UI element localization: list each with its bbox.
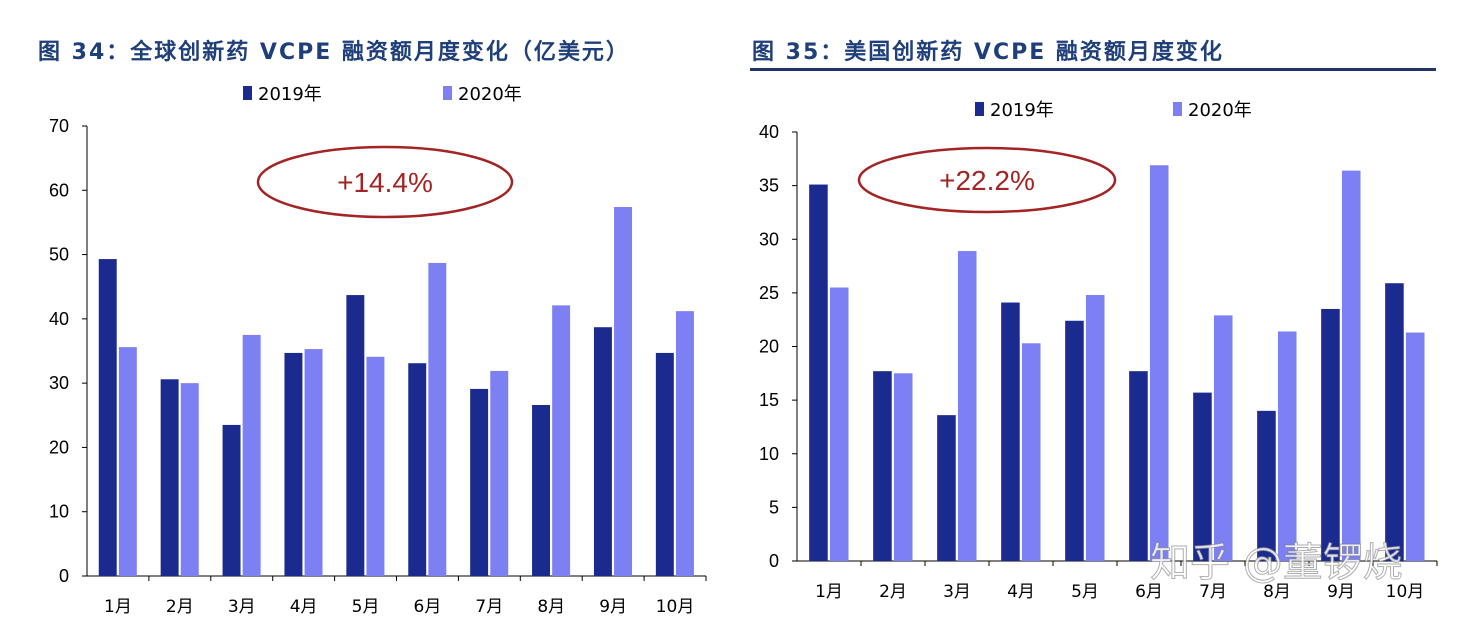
growth-annotation-ellipse	[256, 145, 514, 219]
bar-2020年-10月	[675, 311, 694, 576]
bar-2020年-3月	[957, 251, 977, 562]
bar-2019年-8月	[1257, 410, 1276, 561]
growth-annotation-text: +22.2%	[939, 165, 1035, 196]
y-tick-label: 35	[759, 176, 779, 196]
bar-2019年-3月	[222, 424, 241, 576]
bar-2019年-2月	[160, 379, 179, 576]
bar-2020年-5月	[1085, 295, 1105, 561]
chart-title-us: 图 35：美国创新药 VCPE 融资额月度变化	[752, 40, 1224, 65]
bar-2019年-4月	[284, 352, 303, 576]
x-tick-label: 10月	[656, 597, 695, 617]
bar-2020年-6月	[428, 262, 447, 576]
bar-2020年-7月	[490, 370, 509, 576]
bar-2019年-1月	[809, 184, 828, 562]
y-tick-label: 10	[759, 444, 779, 464]
legend-label: 2019年	[990, 100, 1054, 121]
y-tick-label: 5	[769, 497, 779, 517]
bar-2019年-9月	[1321, 308, 1340, 561]
y-tick-label: 30	[759, 229, 779, 249]
x-tick-label: 2月	[166, 597, 194, 617]
x-tick-label: 1月	[104, 597, 132, 617]
bar-2019年-5月	[1065, 320, 1084, 561]
bar-2020年-2月	[180, 383, 199, 576]
bar-2019年-3月	[937, 415, 956, 561]
legend-swatch	[1173, 102, 1182, 116]
legend-swatch	[243, 86, 252, 100]
bar-2020年-1月	[829, 287, 849, 561]
x-tick-label: 8月	[1263, 582, 1291, 602]
bar-2019年-1月	[98, 259, 117, 576]
x-tick-label: 9月	[1327, 582, 1355, 602]
bar-2020年-2月	[893, 373, 913, 561]
y-tick-label: 50	[49, 245, 69, 265]
chart-title-global: 图 34：全球创新药 VCPE 融资额月度变化（亿美元）	[38, 40, 630, 65]
bar-2019年-6月	[408, 363, 427, 576]
y-tick-label: 20	[49, 437, 69, 457]
legend-label: 2019年	[258, 84, 322, 105]
x-tick-label: 6月	[1135, 582, 1163, 602]
y-tick-label: 0	[769, 551, 779, 571]
bar-2020年-1月	[118, 347, 137, 576]
bar-2020年-8月	[1277, 331, 1297, 561]
bar-2019年-7月	[470, 388, 489, 576]
x-tick-label: 6月	[414, 597, 442, 617]
growth-annotation-ellipse	[857, 146, 1117, 214]
bar-2019年-10月	[655, 352, 674, 576]
growth-annotation-text: +14.4%	[337, 167, 433, 198]
y-tick-label: 40	[759, 122, 779, 142]
x-tick-label: 1月	[815, 582, 843, 602]
title-divider	[750, 68, 1436, 71]
y-tick-label: 40	[49, 309, 69, 329]
legend-label: 2020年	[1188, 100, 1252, 121]
x-tick-label: 3月	[228, 597, 256, 617]
x-tick-label: 8月	[537, 597, 565, 617]
x-tick-label: 5月	[1071, 582, 1099, 602]
y-tick-label: 60	[49, 180, 69, 200]
bar-2019年-10月	[1385, 283, 1404, 561]
bar-2020年-9月	[614, 207, 633, 576]
bar-2019年-5月	[346, 295, 365, 576]
bar-2019年-9月	[593, 327, 612, 576]
bar-2020年-3月	[242, 334, 261, 576]
x-tick-label: 10月	[1386, 582, 1425, 602]
x-tick-label: 4月	[1007, 582, 1035, 602]
x-tick-label: 3月	[943, 582, 971, 602]
y-tick-label: 25	[759, 283, 779, 303]
bar-2020年-7月	[1213, 315, 1233, 561]
bar-2019年-6月	[1129, 371, 1148, 561]
bar-2019年-4月	[1001, 302, 1020, 561]
x-tick-label: 4月	[290, 597, 318, 617]
bar-2019年-7月	[1193, 392, 1212, 561]
bar-2020年-4月	[1021, 343, 1041, 561]
bar-2020年-4月	[304, 349, 323, 576]
bar-2019年-8月	[532, 405, 551, 576]
y-tick-label: 15	[759, 390, 779, 410]
x-tick-label: 5月	[352, 597, 380, 617]
x-tick-label: 2月	[879, 582, 907, 602]
bar-2020年-5月	[366, 356, 385, 576]
bar-2019年-2月	[873, 371, 892, 561]
y-tick-label: 70	[49, 116, 69, 136]
watermark: 知乎 @董锣烧	[1150, 540, 1404, 587]
bar-2020年-9月	[1341, 170, 1361, 562]
legend-swatch	[975, 102, 984, 116]
y-tick-label: 0	[59, 566, 69, 586]
y-tick-label: 20	[759, 337, 779, 357]
x-tick-label: 7月	[475, 597, 503, 617]
x-tick-label: 9月	[599, 597, 627, 617]
bar-2020年-6月	[1149, 165, 1169, 561]
legend-swatch	[443, 86, 452, 100]
bar-2020年-8月	[552, 305, 571, 576]
y-tick-label: 30	[49, 373, 69, 393]
legend-label: 2020年	[458, 84, 522, 105]
x-tick-label: 7月	[1199, 582, 1227, 602]
y-tick-label: 10	[49, 502, 69, 522]
bar-2020年-10月	[1405, 332, 1425, 561]
